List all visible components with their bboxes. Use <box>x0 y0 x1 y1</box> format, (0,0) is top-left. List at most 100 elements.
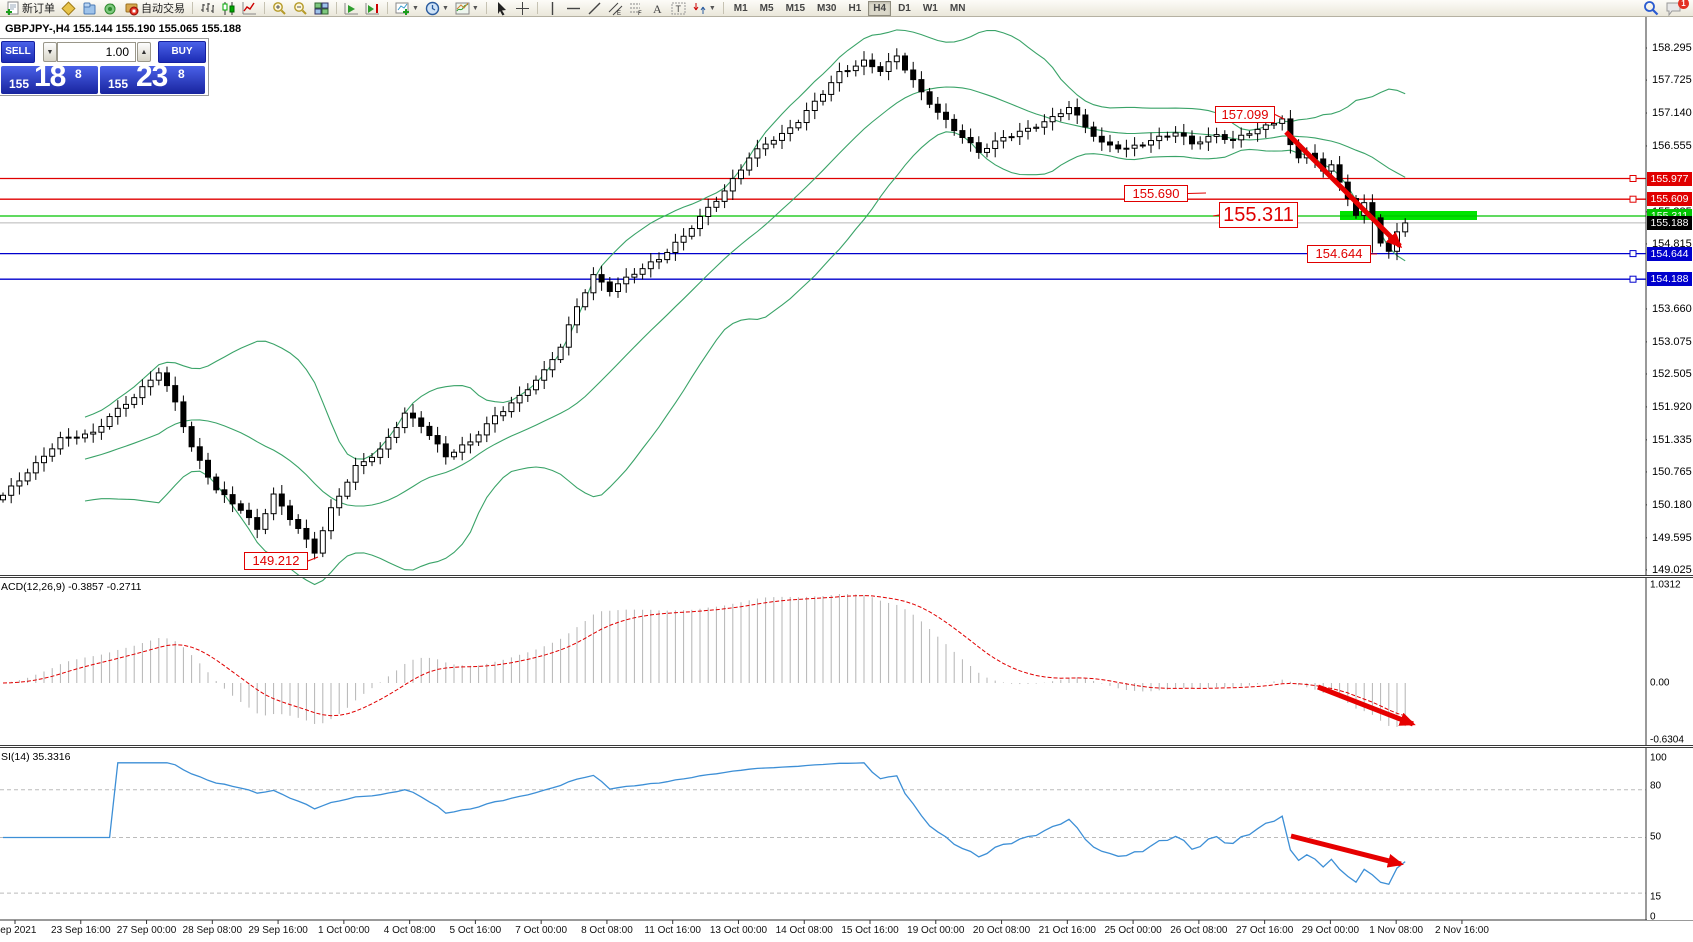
toolbar-search-button[interactable] <box>1641 1 1661 16</box>
bull-candle <box>82 433 88 439</box>
bear-candle <box>1082 114 1089 128</box>
bull-candle <box>155 372 162 381</box>
periods-icon <box>425 1 440 16</box>
timeframe-m5-button[interactable]: M5 <box>759 2 774 14</box>
bull-candle <box>360 461 367 467</box>
volume-increase-icon[interactable]: ▲ <box>137 42 151 62</box>
buy-price-display[interactable]: 155 23 8 <box>100 66 205 94</box>
timeframe-w1-button[interactable]: W1 <box>922 2 938 14</box>
timeframe-mn-button[interactable]: MN <box>949 2 966 14</box>
text-label-button[interactable]: T <box>669 1 688 16</box>
sell-price-display[interactable]: 155 18 8 <box>1 66 98 94</box>
price-line-handle[interactable] <box>1629 250 1637 258</box>
bull-candle <box>565 324 572 348</box>
styler-button[interactable] <box>59 0 78 16</box>
bear-candle <box>598 274 605 283</box>
main-toolbar: 新订单 自动交易 ▼ ▼ ▼ E F A T ▼ M1 M5 M15 M30 H1 H4 D1 W1 MN 1 <box>0 0 1693 17</box>
rsi-down-arrow[interactable] <box>1290 833 1404 868</box>
price-annotation-155.690[interactable]: 155.690 <box>1124 185 1188 202</box>
bull-candle <box>32 462 39 474</box>
zoom-out-button[interactable] <box>291 1 310 16</box>
new-order-button[interactable]: 新订单 <box>3 1 57 16</box>
bull-candle <box>328 507 334 532</box>
timeframe-m30-button[interactable]: M30 <box>817 2 837 14</box>
bull-candle <box>1271 122 1277 126</box>
tile-windows-button[interactable] <box>312 1 331 16</box>
hline-button[interactable] <box>564 1 583 16</box>
templates-button[interactable]: ▼ <box>453 1 481 16</box>
bull-candle <box>893 55 900 63</box>
text-button[interactable]: A <box>648 1 667 16</box>
periods-button[interactable]: ▼ <box>423 1 451 16</box>
trendline-icon <box>587 1 602 16</box>
price-line-handle[interactable] <box>1629 195 1637 203</box>
macd-rsi-splitter[interactable] <box>0 745 1693 748</box>
price-line-handle[interactable] <box>1629 275 1637 283</box>
bull-candle <box>467 441 474 446</box>
vline-button[interactable] <box>543 1 562 16</box>
candlestick-button[interactable] <box>219 1 238 16</box>
toolbar-separator <box>722 2 724 14</box>
volume-input[interactable]: 1.00 <box>57 42 136 62</box>
x-axis-tick: 2 Nov 16:00 <box>1434 925 1489 936</box>
autoscroll-button[interactable] <box>342 1 361 16</box>
toolbar-separator <box>536 2 538 14</box>
cursor-button[interactable] <box>492 1 511 16</box>
bear-candle <box>943 111 949 120</box>
buy-button[interactable]: BUY <box>158 41 206 63</box>
svg-text:E: E <box>617 11 621 16</box>
bull-candle <box>795 122 802 129</box>
price-line-handle[interactable] <box>1629 175 1637 182</box>
bar-chart-button[interactable] <box>198 1 217 16</box>
x-axis-tick: 23 Sep 16:00 <box>51 925 111 936</box>
x-axis-tick: 14 Oct 08:00 <box>775 925 833 936</box>
autoscroll-icon <box>344 1 359 16</box>
x-axis-tick: 25 Oct 00:00 <box>1104 925 1162 936</box>
line-chart-button[interactable] <box>240 1 259 16</box>
indicators-button[interactable]: ▼ <box>393 1 421 16</box>
bull-candle <box>770 139 777 145</box>
channel-button[interactable]: E <box>606 1 625 16</box>
macd-down-arrow[interactable] <box>1317 684 1416 727</box>
arrows-button[interactable]: ▼ <box>690 1 718 16</box>
bear-candle <box>164 372 170 387</box>
toolbar-chat-button[interactable]: 1 <box>1663 0 1689 16</box>
bear-candle <box>418 417 425 427</box>
chart-shift-button[interactable] <box>363 1 382 16</box>
price-badge-155.977: 155.977 <box>1647 171 1692 186</box>
timeframe-m15-button[interactable]: M15 <box>785 2 806 14</box>
bull-candle <box>787 127 794 134</box>
trendline-button[interactable] <box>585 1 604 16</box>
price-badge-155.609: 155.609 <box>1647 192 1692 207</box>
bull-candle <box>1213 134 1220 137</box>
timeframe-h4-button[interactable]: H4 <box>868 0 892 16</box>
signals-button[interactable] <box>101 1 120 16</box>
zoom-in-button[interactable] <box>270 1 289 16</box>
timeframe-m1-button[interactable]: M1 <box>733 2 748 14</box>
bull-candle <box>779 132 785 141</box>
bull-candle <box>65 436 72 439</box>
price-down-arrow[interactable] <box>1284 130 1403 249</box>
x-axis-tick: 27 Oct 16:00 <box>1235 925 1294 936</box>
sell-button[interactable]: SELL <box>1 41 35 63</box>
bull-candle <box>459 444 466 453</box>
profiles-button[interactable] <box>80 1 99 16</box>
svg-text:A: A <box>653 2 662 16</box>
timeframe-h1-button[interactable]: H1 <box>848 2 862 14</box>
bull-candle <box>885 61 892 72</box>
price-annotation-154.644[interactable]: 154.644 <box>1307 245 1371 263</box>
fibonacci-button[interactable]: F <box>627 1 646 16</box>
rsi-axis-label: 15 <box>1650 891 1662 903</box>
volume-decrease-icon[interactable]: ▼ <box>43 42 57 62</box>
crosshair-button[interactable] <box>513 1 532 16</box>
price-annotation-149.212[interactable]: 149.212 <box>244 552 308 570</box>
main-macd-splitter[interactable] <box>0 575 1693 578</box>
price-annotation-157.099[interactable]: 157.099 <box>1215 106 1275 123</box>
timeframe-d1-button[interactable]: D1 <box>898 2 911 14</box>
bull-candle <box>49 448 56 457</box>
price-annotation-155.311[interactable]: 155.311 <box>1219 202 1298 228</box>
bull-candle <box>1131 144 1138 149</box>
bear-candle <box>1221 134 1228 140</box>
autotrade-button[interactable]: 自动交易 <box>122 1 187 16</box>
